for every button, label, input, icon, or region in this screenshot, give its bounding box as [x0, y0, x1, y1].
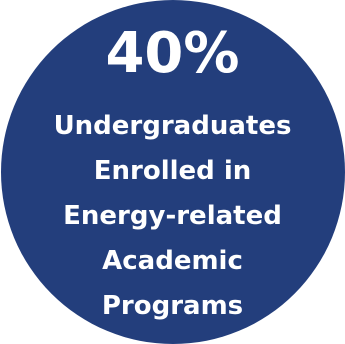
stat-caption-line: Enrolled in	[93, 156, 252, 186]
stat-caption-line: Programs	[101, 291, 244, 321]
stat-caption-line: Energy-related	[63, 201, 282, 231]
stat-caption-line: Academic	[102, 246, 243, 276]
stat-caption-line: Undergraduates	[53, 111, 292, 141]
stat-caption: Undergraduates Enrolled in Energy-relate…	[0, 104, 345, 329]
stat-figure: 40%	[105, 21, 240, 86]
